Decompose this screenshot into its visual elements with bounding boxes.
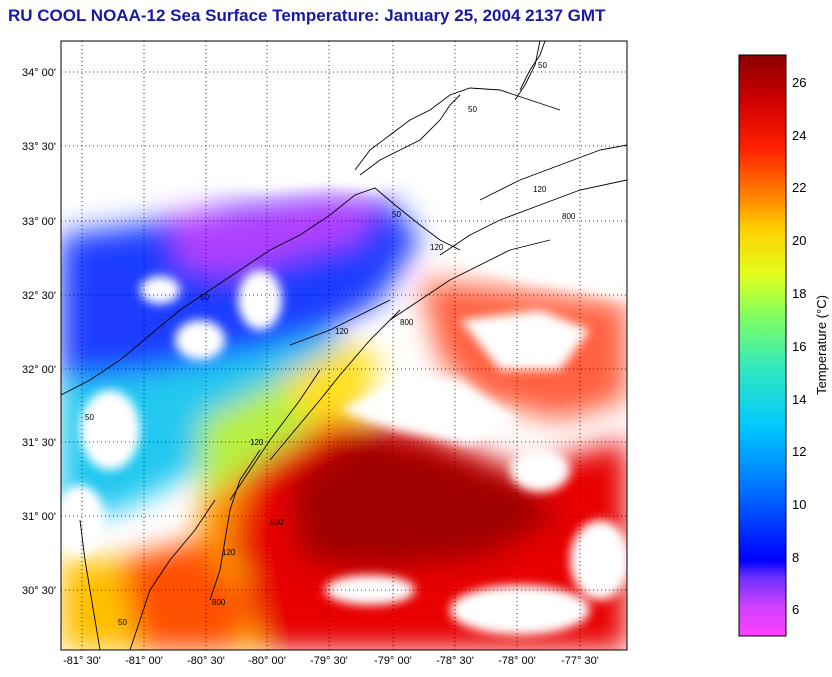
lat-tick-label: 31° 30' [22,437,56,449]
isobath-label: 50 [118,618,127,627]
isobath-label: 120 [533,185,547,194]
isobath-label: 120 [250,438,264,447]
colorbar-tick-label: 24 [792,128,806,143]
isobath-label: 800 [400,318,414,327]
colorbar-tick-label: 12 [792,444,806,459]
isobath-label: 120 [222,548,236,557]
lon-tick-label: -81° 30' [63,655,101,667]
colorbar-tick-label: 16 [792,339,806,354]
lon-tick-label: -78° 00' [498,655,536,667]
lon-tick-label: -77° 30' [561,655,599,667]
colorbar-label: Temperature (°C) [814,295,829,395]
lon-tick-label: -78° 30' [436,655,474,667]
lat-tick-label: 33° 00' [22,216,56,228]
lon-tick-label: -79° 00' [374,655,412,667]
colorbar: 26 24 22 20 18 16 14 12 10 8 6 Temperatu… [738,54,829,637]
colorbar-tick-label: 26 [792,75,806,90]
map-title: RU COOL NOAA-12 Sea Surface Temperature:… [8,6,606,25]
latitude-axis: 34° 00' 33° 30' 33° 00' 32° 30' 32° 00' … [22,67,56,597]
lon-tick-label: -81° 00' [125,655,163,667]
isobath-label: 800 [270,518,284,527]
colorbar-tick-label: 8 [792,550,799,565]
isobath-label: 50 [538,61,547,70]
isobath-label: 800 [212,598,226,607]
lat-tick-label: 30° 30' [22,585,56,597]
isobath-label: 50 [468,105,477,114]
colorbar-tick-label: 20 [792,233,806,248]
colorbar-tick-label: 6 [792,602,799,617]
colorbar-tick-label: 22 [792,180,806,195]
lat-tick-label: 32° 00' [22,364,56,376]
colorbar-tick-label: 18 [792,286,806,301]
colorbar-tick-label: 10 [792,497,806,512]
lat-tick-label: 31° 00' [22,511,56,523]
lat-tick-label: 34° 00' [22,67,56,79]
isobath-label: 120 [335,327,349,336]
map-frame [60,40,628,651]
isobath-label: 800 [562,212,576,221]
colorbar-scale [738,54,787,637]
lon-tick-label: -80° 30' [187,655,225,667]
isobath-label: 120 [430,243,444,252]
isobath-label: 50 [200,293,209,302]
lat-tick-label: 33° 30' [22,141,56,153]
isobath-label: 50 [85,413,94,422]
colorbar-tick-label: 14 [792,392,806,407]
isobath-labels: 50 50 120 800 50 120 800 120 800 120 50 … [85,61,576,627]
longitude-axis: -81° 30' -81° 00' -80° 30' -80° 00' -79°… [63,655,599,667]
lon-tick-label: -79° 30' [310,655,348,667]
sst-imagery: 50 50 120 800 50 120 800 120 800 120 50 … [61,41,627,650]
lon-tick-label: -80° 00' [248,655,286,667]
lat-tick-label: 32° 30' [22,290,56,302]
isobath-label: 50 [392,210,401,219]
